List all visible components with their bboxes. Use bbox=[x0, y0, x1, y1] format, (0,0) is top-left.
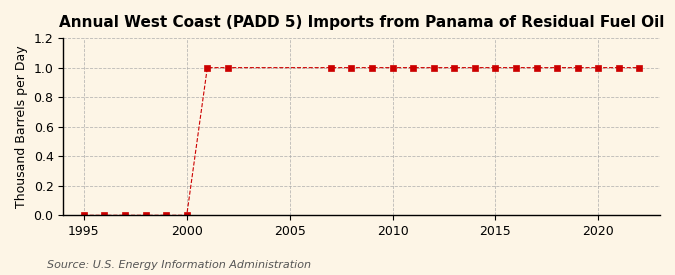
Title: Annual West Coast (PADD 5) Imports from Panama of Residual Fuel Oil: Annual West Coast (PADD 5) Imports from … bbox=[59, 15, 664, 30]
Y-axis label: Thousand Barrels per Day: Thousand Barrels per Day bbox=[15, 45, 28, 208]
Text: Source: U.S. Energy Information Administration: Source: U.S. Energy Information Administ… bbox=[47, 260, 311, 270]
